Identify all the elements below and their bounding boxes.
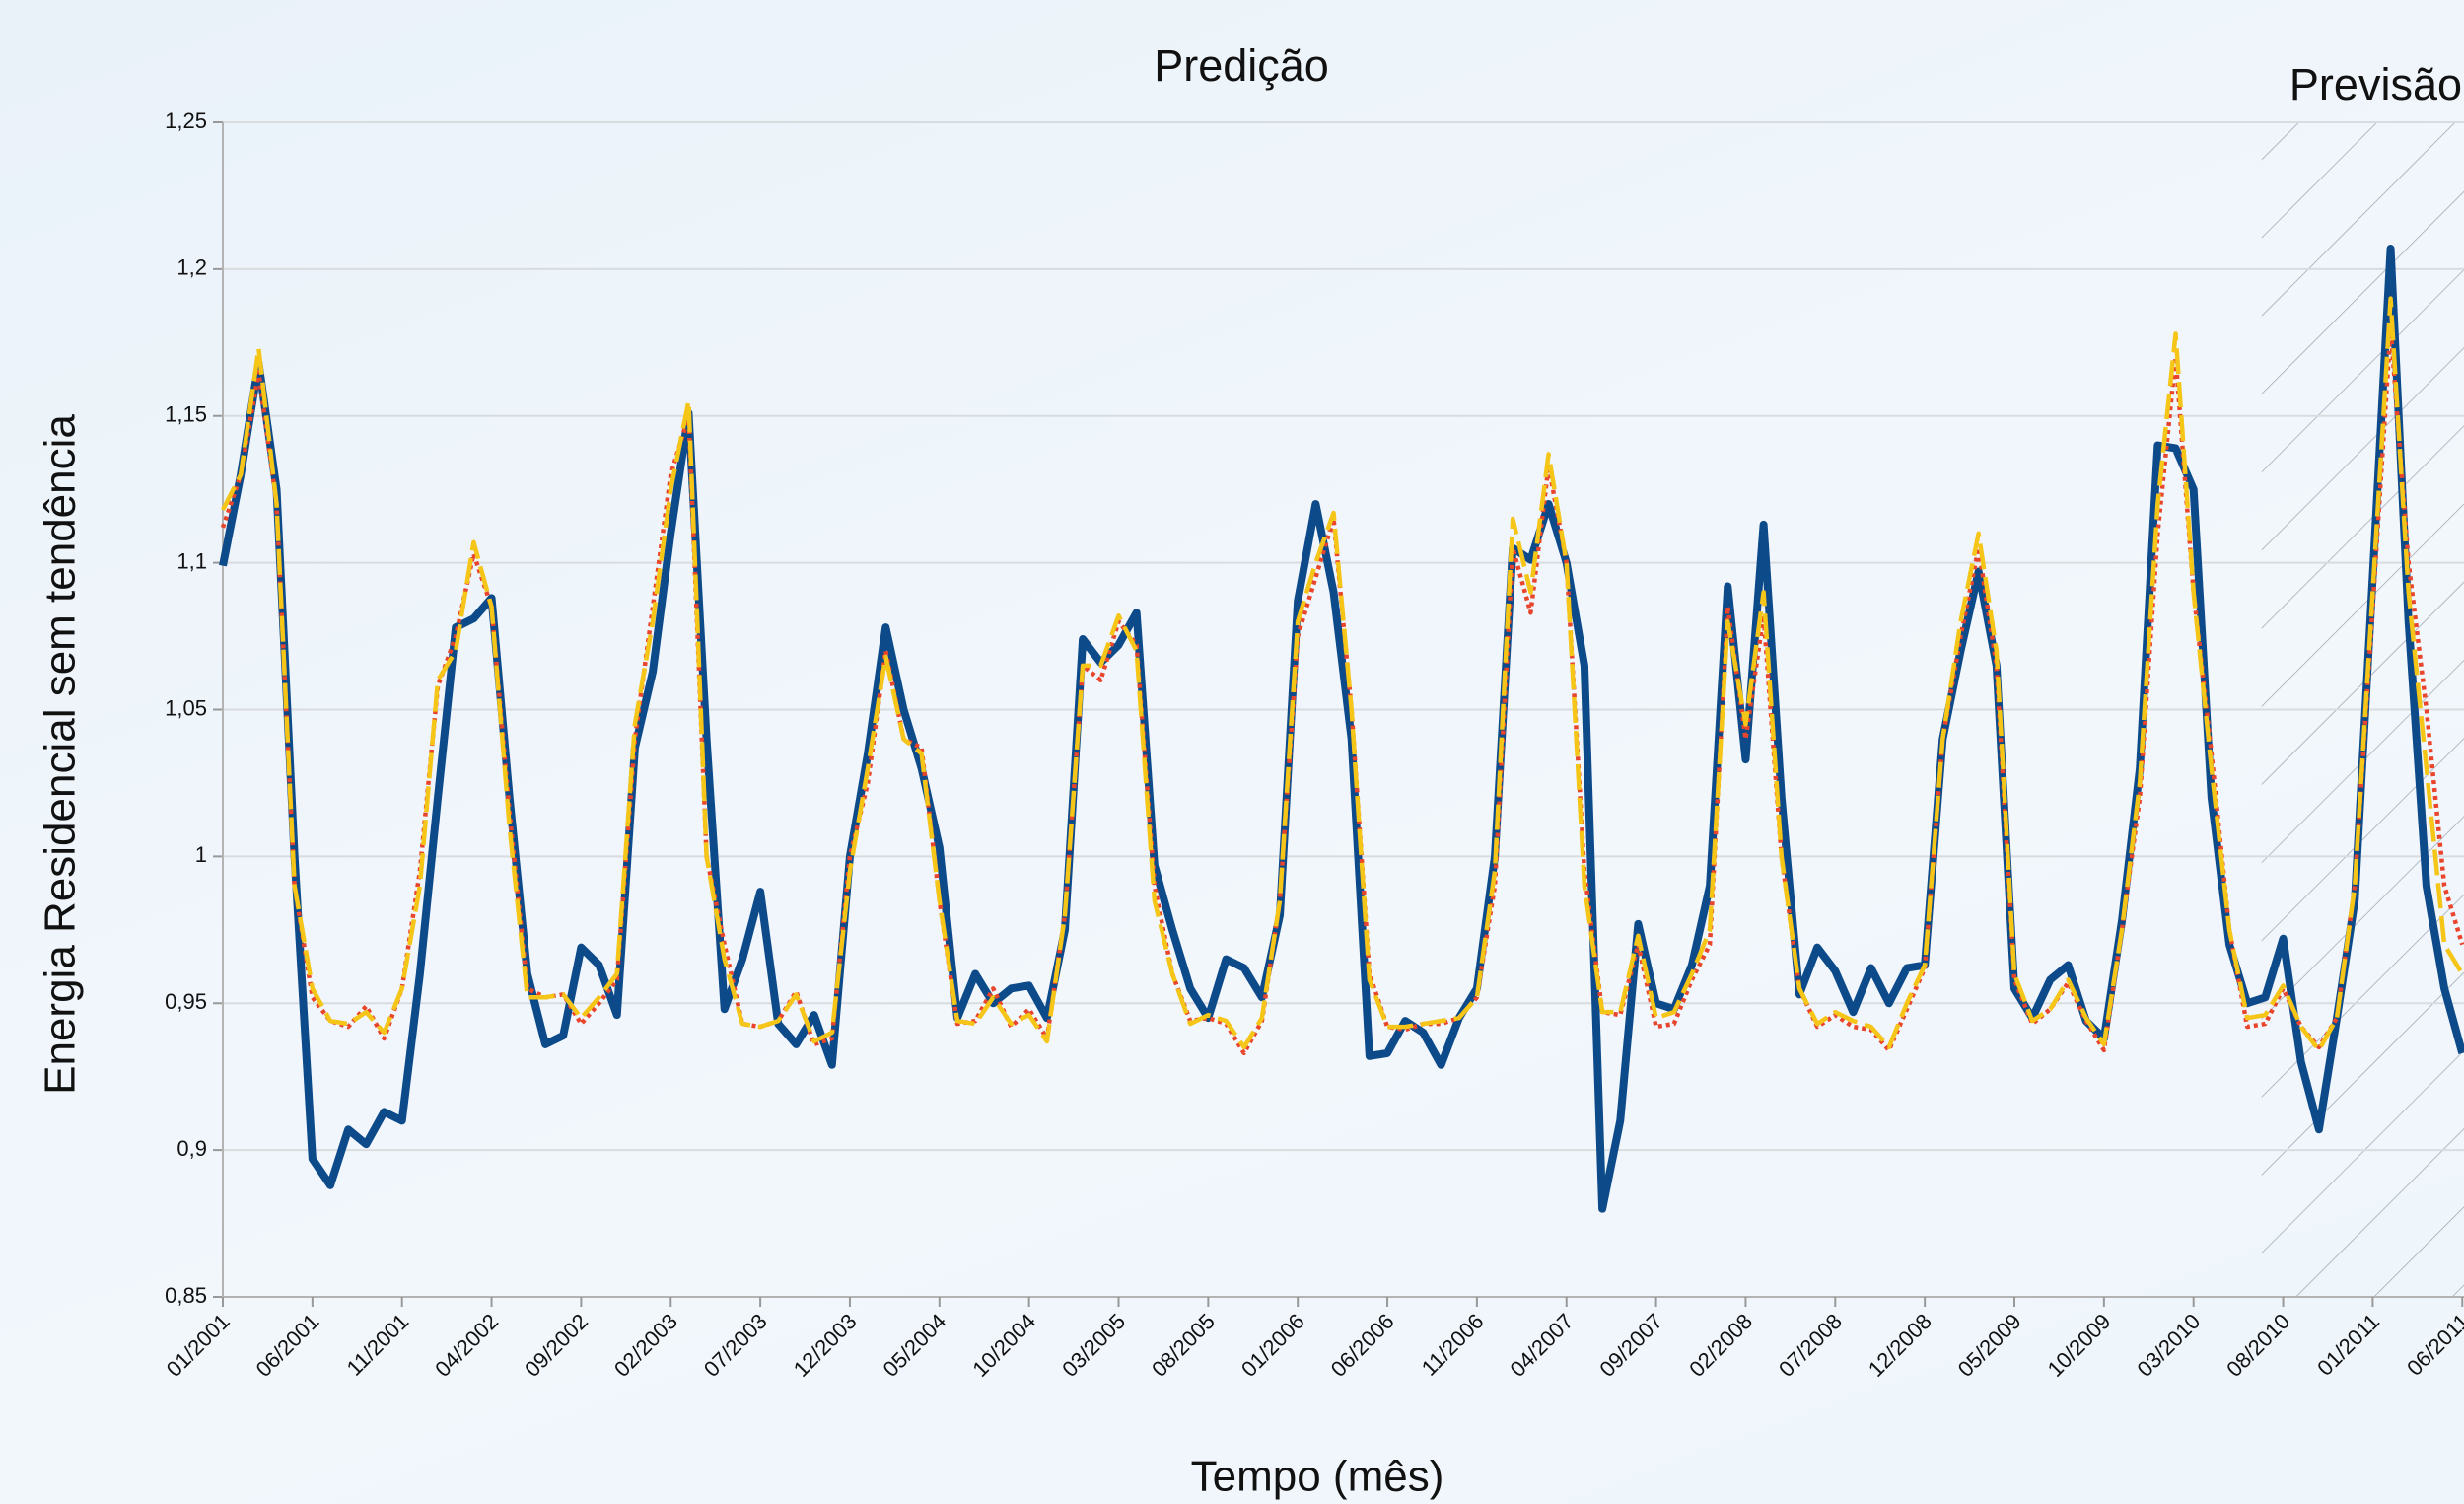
x-tick-label: 08/2010 — [2221, 1309, 2294, 1382]
y-tick-label: 0,95 — [165, 989, 207, 1014]
x-tick-label: 04/2002 — [430, 1309, 503, 1382]
x-tick-label: 09/2002 — [520, 1309, 593, 1382]
x-tick-label: 11/2001 — [342, 1309, 414, 1381]
x-tick-label: 10/2004 — [967, 1309, 1040, 1382]
y-tick-label: 1 — [195, 842, 207, 867]
x-tick-label: 03/2005 — [1057, 1309, 1130, 1382]
x-tick-label: 01/2001 — [162, 1309, 235, 1382]
series-line — [219, 245, 2464, 1213]
x-tick-label: 11/2006 — [1417, 1309, 1489, 1381]
y-axis-label: Energia Residencial sem tendência — [36, 414, 85, 1095]
x-tick-label: 12/2008 — [1864, 1309, 1936, 1382]
x-tick-label: 06/2001 — [251, 1309, 324, 1382]
x-tick-label: 12/2003 — [789, 1309, 862, 1382]
x-tick-label: 07/2008 — [1774, 1309, 1847, 1382]
series-line — [220, 296, 2464, 1053]
y-tick-label: 1,1 — [176, 548, 207, 573]
x-tick-label: 10/2009 — [2043, 1309, 2116, 1382]
x-tick-label: 02/2003 — [609, 1309, 682, 1382]
y-tick-label: 1,25 — [165, 108, 207, 133]
y-tick-label: 1,05 — [165, 695, 207, 720]
y-tick-label: 1,15 — [165, 402, 207, 427]
data-layer — [219, 245, 2464, 1213]
y-tick-label: 0,85 — [165, 1283, 207, 1308]
x-tick-label: 05/2004 — [879, 1309, 951, 1382]
x-tick-label: 04/2007 — [1505, 1309, 1578, 1382]
chart-title: Predição — [1154, 40, 1329, 91]
x-tick-label: 06/2006 — [1326, 1309, 1399, 1382]
x-tick-label: 01/2011 — [2312, 1309, 2384, 1381]
x-tick-label: 06/2011 — [2402, 1309, 2464, 1381]
x-tick-label: 02/2008 — [1684, 1309, 1757, 1382]
x-tick-label: 07/2003 — [699, 1309, 772, 1382]
x-tick-label: 09/2007 — [1594, 1309, 1667, 1382]
x-tick-label: 01/2006 — [1236, 1309, 1309, 1382]
x-tick-label: 08/2005 — [1147, 1309, 1220, 1382]
x-tick-label: 05/2009 — [1953, 1309, 2026, 1382]
forecast-title: Previsão — [2289, 59, 2462, 109]
y-tick-label: 0,9 — [176, 1136, 207, 1161]
x-tick-label: 03/2010 — [2132, 1309, 2205, 1382]
x-axis-label: Tempo (mês) — [1191, 1453, 1444, 1501]
y-tick-label: 1,2 — [176, 255, 207, 280]
